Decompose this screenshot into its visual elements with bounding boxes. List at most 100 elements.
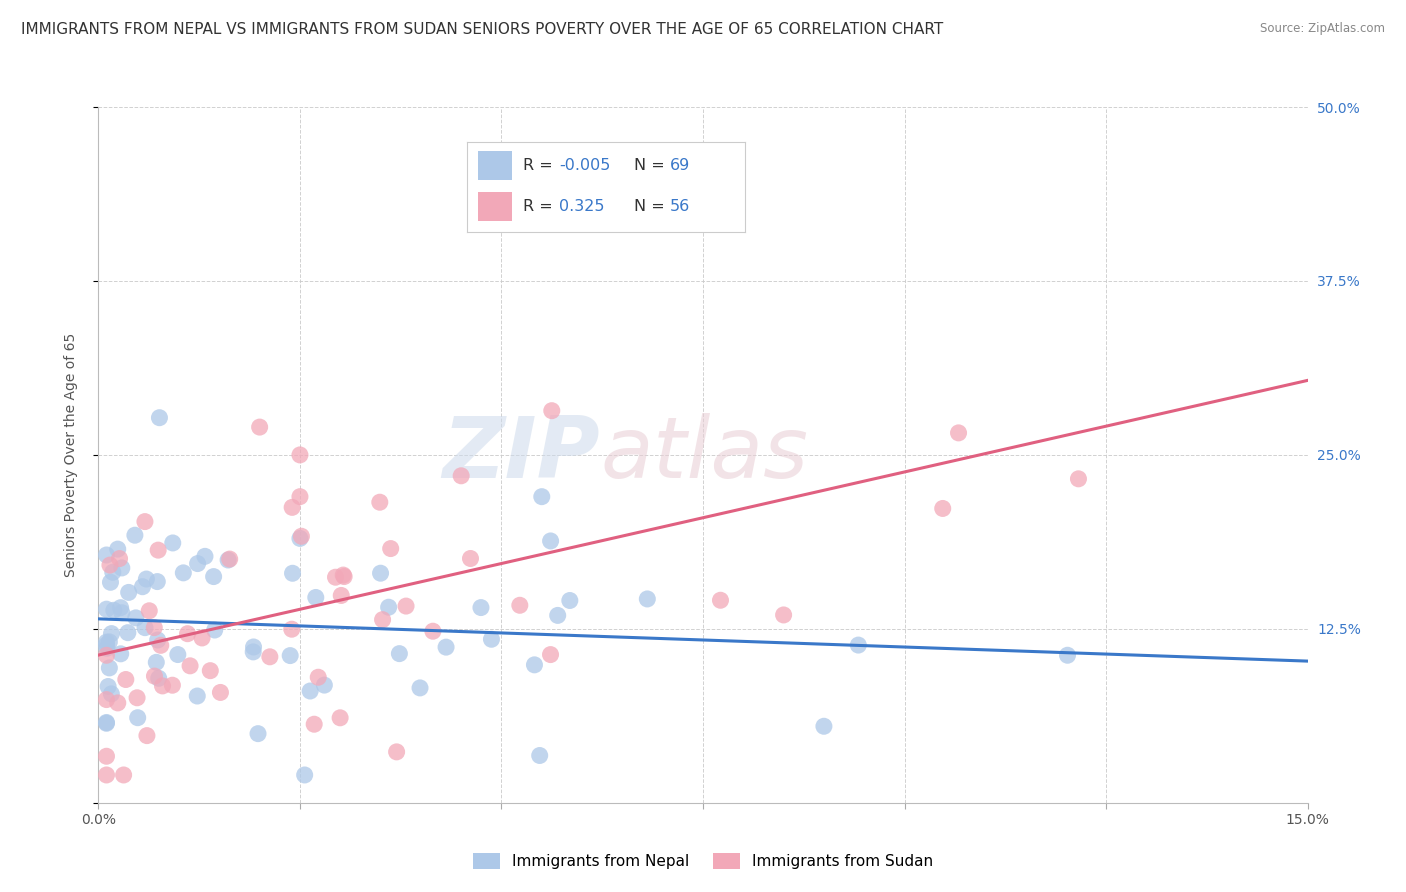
Point [146, 574, 169, 589]
Text: 56: 56 [671, 200, 690, 214]
Point [176, 626, 198, 640]
Point [96, 641, 118, 656]
Point [166, 648, 188, 662]
Point [149, 638, 172, 652]
Point [530, 490, 553, 504]
Point [249, 420, 271, 434]
Point [290, 529, 312, 543]
Point [202, 569, 225, 583]
Point [96, 749, 118, 764]
Point [281, 500, 304, 515]
Point [305, 591, 328, 605]
Text: atlas: atlas [600, 413, 808, 497]
Point [98, 558, 121, 573]
Point [117, 625, 139, 640]
Point [460, 551, 482, 566]
Point [636, 591, 658, 606]
Point [191, 631, 214, 645]
Point [107, 696, 129, 710]
Point [294, 768, 316, 782]
Point [278, 648, 301, 663]
Point [134, 621, 156, 635]
Point [281, 622, 304, 636]
Point [948, 425, 970, 440]
Point [288, 448, 311, 462]
Point [135, 572, 157, 586]
Point [332, 568, 354, 582]
Point [1067, 472, 1090, 486]
Point [134, 515, 156, 529]
Point [100, 575, 122, 590]
Point [242, 645, 264, 659]
Point [370, 566, 392, 581]
Point [148, 671, 170, 685]
Point [148, 410, 170, 425]
Point [145, 656, 167, 670]
Point [124, 528, 146, 542]
Point [110, 600, 132, 615]
Legend: Immigrants from Nepal, Immigrants from Sudan: Immigrants from Nepal, Immigrants from S… [467, 847, 939, 875]
Point [111, 606, 134, 620]
Point [146, 632, 169, 647]
Point [530, 197, 553, 211]
Point [200, 664, 222, 678]
Point [143, 621, 166, 635]
Point [110, 647, 132, 661]
Point [98, 661, 121, 675]
Point [1056, 648, 1078, 663]
Point [209, 685, 232, 699]
Point [932, 501, 955, 516]
Point [96, 768, 118, 782]
Point [299, 684, 322, 698]
Point [846, 638, 869, 652]
Point [470, 600, 492, 615]
Point [388, 647, 411, 661]
Text: Source: ZipAtlas.com: Source: ZipAtlas.com [1260, 22, 1385, 36]
Point [100, 687, 122, 701]
Point [242, 640, 264, 654]
Point [143, 669, 166, 683]
Point [540, 533, 562, 548]
Point [162, 678, 184, 692]
Point [395, 599, 418, 613]
Point [281, 566, 304, 581]
Point [523, 657, 546, 672]
Point [135, 729, 157, 743]
Text: 69: 69 [671, 158, 690, 173]
Point [98, 635, 121, 649]
Point [288, 490, 311, 504]
Text: -0.005: -0.005 [560, 158, 610, 173]
Point [96, 716, 118, 731]
Point [772, 607, 794, 622]
Point [481, 632, 503, 647]
Point [540, 648, 562, 662]
Point [146, 543, 169, 558]
Point [114, 673, 136, 687]
Point [218, 552, 240, 566]
Point [330, 589, 353, 603]
Point [540, 403, 562, 417]
Point [103, 603, 125, 617]
Point [247, 726, 270, 740]
Point [333, 569, 356, 583]
Point [96, 715, 118, 730]
Point [302, 717, 325, 731]
Point [307, 670, 329, 684]
Point [547, 608, 569, 623]
Point [558, 593, 581, 607]
Text: N =: N = [634, 200, 669, 214]
Point [96, 602, 118, 616]
Point [118, 585, 141, 599]
Point [450, 468, 472, 483]
Point [409, 681, 432, 695]
Point [96, 692, 118, 706]
Point [127, 711, 149, 725]
Point [709, 593, 731, 607]
Point [100, 626, 122, 640]
Text: 0.325: 0.325 [560, 200, 605, 214]
Point [152, 679, 174, 693]
Point [125, 611, 148, 625]
Point [187, 557, 209, 571]
Y-axis label: Seniors Poverty Over the Age of 65: Seniors Poverty Over the Age of 65 [63, 333, 77, 577]
Point [377, 600, 399, 615]
